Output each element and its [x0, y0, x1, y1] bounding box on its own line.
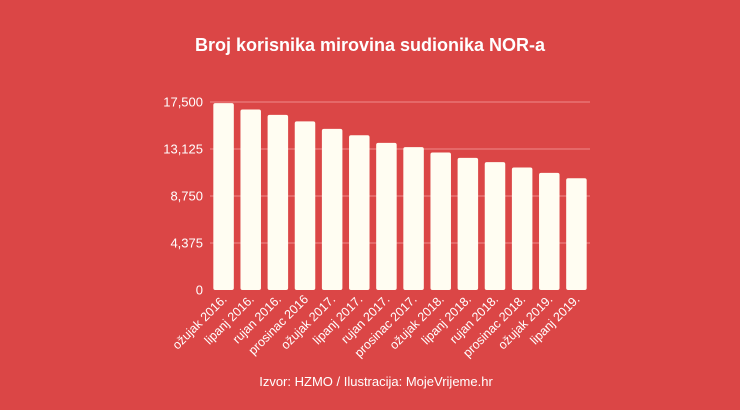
- bar: [267, 114, 289, 291]
- source-note: Izvor: HZMO / Ilustracija: MojeVrijeme.h…: [259, 374, 493, 389]
- bar: [349, 135, 370, 290]
- bar: [484, 162, 506, 290]
- bar: [511, 167, 533, 290]
- chart-title: Broj korisnika mirovina sudionika NOR-a: [195, 35, 546, 55]
- bar: [403, 147, 424, 290]
- y-tick-label: 13,125: [163, 142, 203, 157]
- bar: [321, 128, 343, 290]
- y-tick-label: 8,750: [170, 189, 203, 204]
- bar: [213, 103, 234, 291]
- bar: [430, 152, 451, 290]
- bar: [240, 109, 261, 291]
- y-tick-label: 0: [196, 283, 203, 298]
- y-tick-label: 4,375: [170, 236, 203, 251]
- bar: [294, 121, 316, 290]
- bar: [457, 157, 479, 290]
- bars: [213, 103, 587, 291]
- y-axis-ticks: 0 4,375 8,750 13,125 17,500: [163, 95, 203, 298]
- y-tick-label: 17,500: [163, 95, 203, 110]
- bar: [566, 178, 587, 290]
- bar: [539, 172, 560, 290]
- bar: [376, 142, 397, 290]
